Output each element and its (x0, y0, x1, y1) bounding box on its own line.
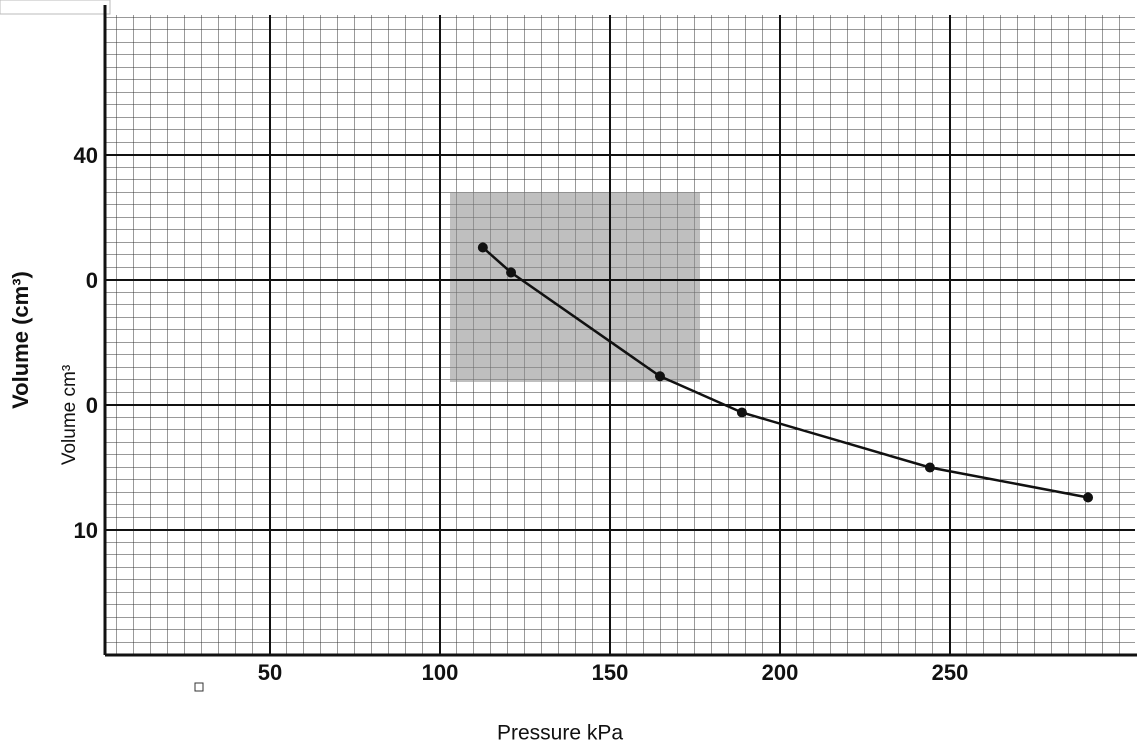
data-point (737, 408, 747, 418)
x-tick-label: 250 (932, 660, 969, 685)
watermark-photo (450, 192, 700, 382)
y-axis-title: Volume (cm³) (8, 271, 33, 409)
y-tick-label: 10 (74, 518, 98, 543)
corner-box (0, 0, 110, 14)
data-point (478, 243, 488, 253)
x-axis-title: Pressure kPa (497, 722, 623, 745)
chart: Volume (cm³) Volume cm³ Pressure kPa 50 1… (0, 0, 1139, 748)
data-point (506, 268, 516, 278)
data-point (655, 371, 665, 381)
x-tick-label: 100 (422, 660, 459, 685)
y-tick-label: 40 (74, 143, 98, 168)
y-tick-label: 0 (86, 393, 98, 418)
x-tick-label: 200 (762, 660, 799, 685)
y-tick-label: 0 (86, 268, 98, 293)
small-box (195, 683, 203, 691)
y-axis-title-2: Volume cm³ (59, 365, 80, 465)
x-tick-label: 150 (592, 660, 629, 685)
x-tick-label: 50 (258, 660, 282, 685)
data-point (1083, 493, 1093, 503)
page: {"chart_data": {"type": "scatter", "x_la… (0, 0, 1139, 748)
data-point (925, 463, 935, 473)
